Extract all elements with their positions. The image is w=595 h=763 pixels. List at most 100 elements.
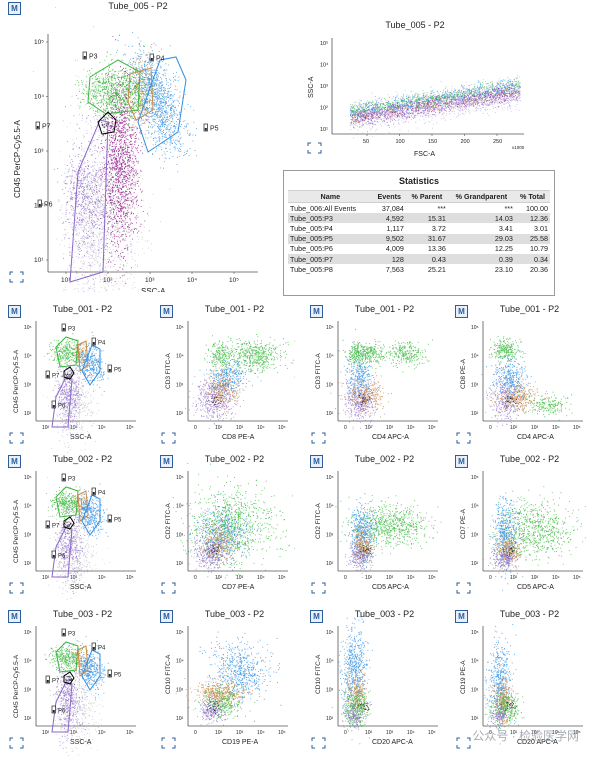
x-tick-label: 10² (215, 425, 223, 431)
y-tick-label: 10³ (176, 687, 184, 693)
gate-flag-fill (108, 674, 111, 677)
gate-p6 (69, 119, 109, 283)
event-dots (204, 335, 239, 374)
gate-marker-p3: P3 (61, 473, 76, 483)
x-tick-label: 10⁴ (407, 575, 415, 581)
y-axis-label: CD2 FITC-A (315, 503, 322, 539)
y-tick-label: 10³ (34, 148, 44, 155)
stats-cell: 4,009 (385, 244, 404, 254)
event-dots (51, 656, 106, 751)
stats-cell: 0.34 (514, 253, 550, 265)
gate-flag-fill (46, 525, 49, 528)
gate-flag-fill (92, 492, 95, 495)
stats-cell: Tube_006:All Events (290, 203, 357, 213)
x-tick-label: 10³ (386, 425, 394, 431)
plot-menu-icon[interactable]: M (160, 305, 173, 318)
gate-label: P3 (68, 327, 76, 333)
event-dots (33, 7, 149, 417)
gate-label: P4 (98, 646, 106, 652)
y-tick-label: 10² (24, 411, 32, 417)
resize-icon (161, 582, 176, 594)
event-dots (73, 339, 87, 377)
plot-menu-icon[interactable]: M (455, 455, 468, 468)
x-tick-label: 10⁴ (552, 575, 560, 581)
gate-marker-p7: P7 (45, 370, 60, 380)
stats-cell: Tube_005:P3 (288, 213, 373, 224)
plot-menu-icon[interactable]: M (8, 2, 21, 15)
event-dots (486, 346, 532, 399)
plot-title: Tube_005 - P2 (385, 20, 445, 30)
y-axis-label: CD45 PerCP-Cy5.5-A (13, 654, 20, 718)
event-dots (65, 45, 167, 131)
plot-menu-icon[interactable]: M (160, 455, 173, 468)
gate-flag-icon (107, 364, 112, 373)
plot-menu-icon[interactable]: M (8, 610, 21, 623)
plot-menu-icon[interactable]: M (455, 305, 468, 318)
x-tick-label: 10³ (236, 730, 244, 736)
x-axis-label: CD5 APC-A (372, 584, 409, 591)
event-dots (357, 702, 371, 714)
stats-cell: 1,117 (386, 223, 404, 233)
plot-menu-icon[interactable]: M (310, 610, 323, 623)
stats-cell: Tube_005:P7 (288, 253, 373, 265)
gate-label: P6 (44, 202, 53, 209)
resize-icon (161, 737, 176, 749)
plot-title: Tube_003 - P2 (52, 609, 113, 619)
plot-menu-icon[interactable]: M (8, 305, 21, 318)
stats-header--grandparent: % Grandparent (447, 190, 515, 203)
gate-p7 (63, 671, 75, 685)
y-tick-label: 10⁵ (471, 325, 479, 331)
event-dots (467, 486, 586, 579)
x-axis-label: CD8 PE-A (222, 434, 255, 441)
gate-label: P3 (89, 54, 98, 61)
y-tick-label: 10⁴ (320, 62, 329, 69)
event-dots (350, 77, 521, 121)
plot-menu-icon[interactable]: M (455, 610, 468, 623)
x-tick-label: 10² (365, 575, 373, 581)
event-dots (335, 369, 385, 430)
event-dots (53, 117, 114, 274)
stats-header--parent: % Parent (405, 190, 448, 203)
gate-flag-icon (149, 53, 154, 62)
gate-label: P5 (114, 368, 122, 374)
plot-title: Tube_001 - P2 (354, 304, 415, 314)
x-tick-label: 0 (489, 575, 492, 581)
y-tick-label: 10¹ (34, 257, 44, 264)
gate-flag-fill (38, 204, 41, 207)
y-tick-label: 10² (24, 716, 32, 722)
gate-flag-fill (52, 405, 55, 408)
x-tick-label: 150 (428, 139, 437, 145)
small-plot-2: M Tube_001 - P2 10⁵ 10⁴ 10³ 10² 0 10² 10³ 10⁴ 10⁵ C… (160, 304, 296, 453)
event-dots (342, 339, 397, 369)
plot-menu-icon[interactable]: M (310, 455, 323, 468)
y-tick-label: 10³ (176, 532, 184, 538)
y-tick-label: 10² (176, 411, 184, 417)
y-tick-label: 10² (176, 561, 184, 567)
plot-menu-icon[interactable]: M (8, 455, 21, 468)
plot-menu-icon[interactable]: M (310, 305, 323, 318)
event-dots (63, 671, 75, 685)
plot-title: Tube_002 - P2 (354, 454, 415, 464)
stats-cell: 23.10 (494, 264, 513, 274)
y-tick-label: 10⁵ (176, 475, 184, 481)
x-tick-label: 10⁵ (126, 575, 134, 581)
x-tick-label: 0 (194, 425, 197, 431)
y-tick-label: 10⁵ (471, 475, 479, 481)
event-dots (218, 334, 296, 378)
gate-flag-fill (46, 680, 49, 683)
event-dots (488, 335, 526, 369)
x-tick-label: 250 (493, 139, 502, 145)
x-axis-label: CD20 APC-A (372, 739, 413, 746)
stats-cell: 31.67 (405, 233, 448, 244)
x-axis-label: CD7 PE-A (222, 584, 255, 591)
event-dots (335, 495, 448, 555)
event-dots (341, 700, 366, 729)
gate-p5 (81, 344, 101, 386)
gate-flag-fill (52, 555, 55, 558)
resize-icon (456, 737, 471, 749)
plot-title: Tube_003 - P2 (354, 609, 415, 619)
y-tick-label: 10³ (326, 382, 334, 388)
watermark: 公众号 · 检验医学网 (472, 729, 579, 743)
x-tick-label: 10² (42, 425, 50, 431)
plot-menu-icon[interactable]: M (160, 610, 173, 623)
